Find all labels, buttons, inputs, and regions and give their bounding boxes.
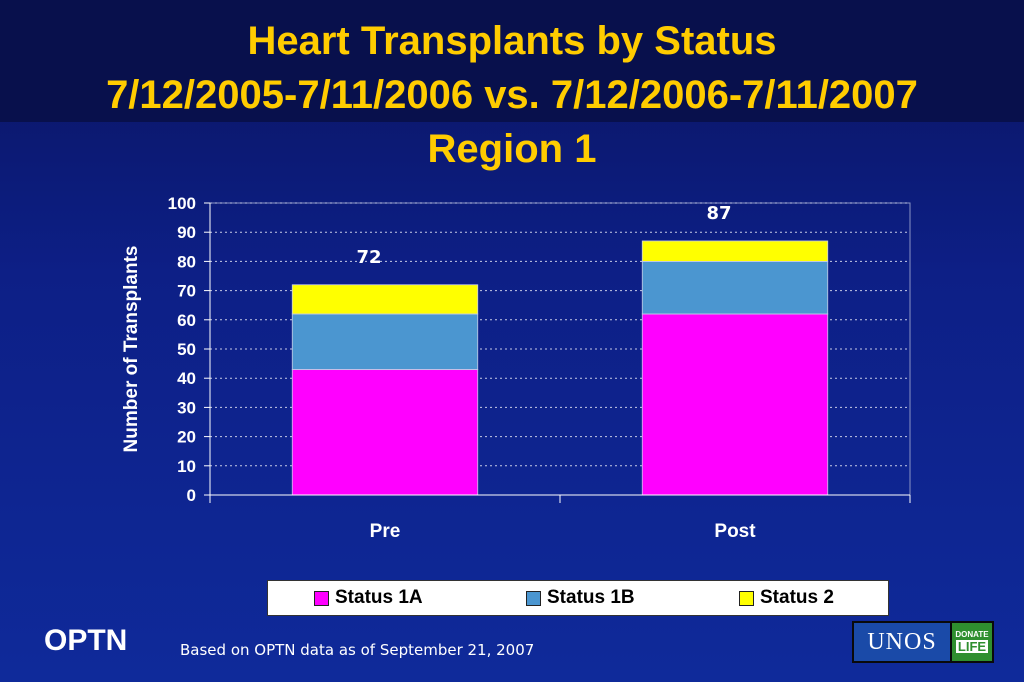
legend-label: Status 1B — [547, 587, 635, 608]
unos-logo: UNOS DONATE LIFE — [852, 621, 994, 663]
slide-title: Heart Transplants by Status 7/12/2005-7/… — [0, 14, 1024, 176]
total-data-label: 87 — [706, 203, 731, 224]
unos-wordmark: UNOS — [854, 623, 952, 661]
legend-item-status-2: Status 2 — [739, 587, 834, 608]
bars — [291, 240, 829, 496]
y-tick-label: 50 — [177, 340, 196, 359]
total-data-label: 72 — [356, 247, 381, 268]
y-tick-label: 80 — [177, 252, 196, 271]
axes: 0 10 20 30 40 50 60 70 80 90 100 Pre 72 Post 87 — [168, 194, 911, 542]
y-tick-label: 40 — [177, 369, 196, 388]
y-tick-label: 10 — [177, 457, 196, 476]
bar-segment-status-2-pre — [291, 284, 479, 315]
y-tick-label: 30 — [177, 398, 196, 417]
x-category-label: Post — [714, 521, 756, 542]
y-tick-label: 60 — [177, 311, 196, 330]
legend-swatch — [314, 590, 329, 606]
donate-text: DONATE — [955, 630, 989, 639]
title-line-3: Region 1 — [427, 127, 597, 171]
y-tick-label: 0 — [187, 486, 196, 505]
y-axis-label: Number of Transplants — [121, 246, 142, 453]
bar-segment-status-1b-pre — [291, 313, 479, 370]
y-tick-label: 90 — [177, 223, 196, 242]
life-text: LIFE — [955, 639, 989, 654]
legend-label: Status 1A — [335, 587, 423, 608]
bar-segment-status-2-post — [641, 240, 829, 262]
y-tick-label: 100 — [168, 194, 196, 213]
optn-brand: OPTN — [44, 624, 128, 657]
donate-life-badge: DONATE LIFE — [952, 623, 992, 661]
bar-segment-status-1a-post — [641, 313, 829, 496]
y-tick-label: 20 — [177, 428, 196, 447]
bar-segment-status-1b-post — [641, 260, 829, 315]
title-line-1: Heart Transplants by Status — [247, 19, 777, 63]
title-line-2: 7/12/2005-7/11/2006 vs. 7/12/2006-7/11/2… — [106, 73, 918, 117]
legend-swatch — [526, 590, 541, 606]
legend-item-status-1a: Status 1A — [314, 587, 423, 608]
title-band — [0, 0, 1024, 122]
x-category-label: Pre — [370, 521, 401, 542]
chart-legend: Status 1A Status 1B Status 2 — [267, 580, 889, 616]
legend-item-status-1b: Status 1B — [526, 587, 635, 608]
bar-segment-status-1a-pre — [291, 369, 479, 496]
y-tick-label: 70 — [177, 282, 196, 301]
data-source-note: Based on OPTN data as of September 21, 2… — [180, 641, 535, 659]
legend-label: Status 2 — [760, 587, 834, 608]
legend-swatch — [739, 590, 754, 606]
